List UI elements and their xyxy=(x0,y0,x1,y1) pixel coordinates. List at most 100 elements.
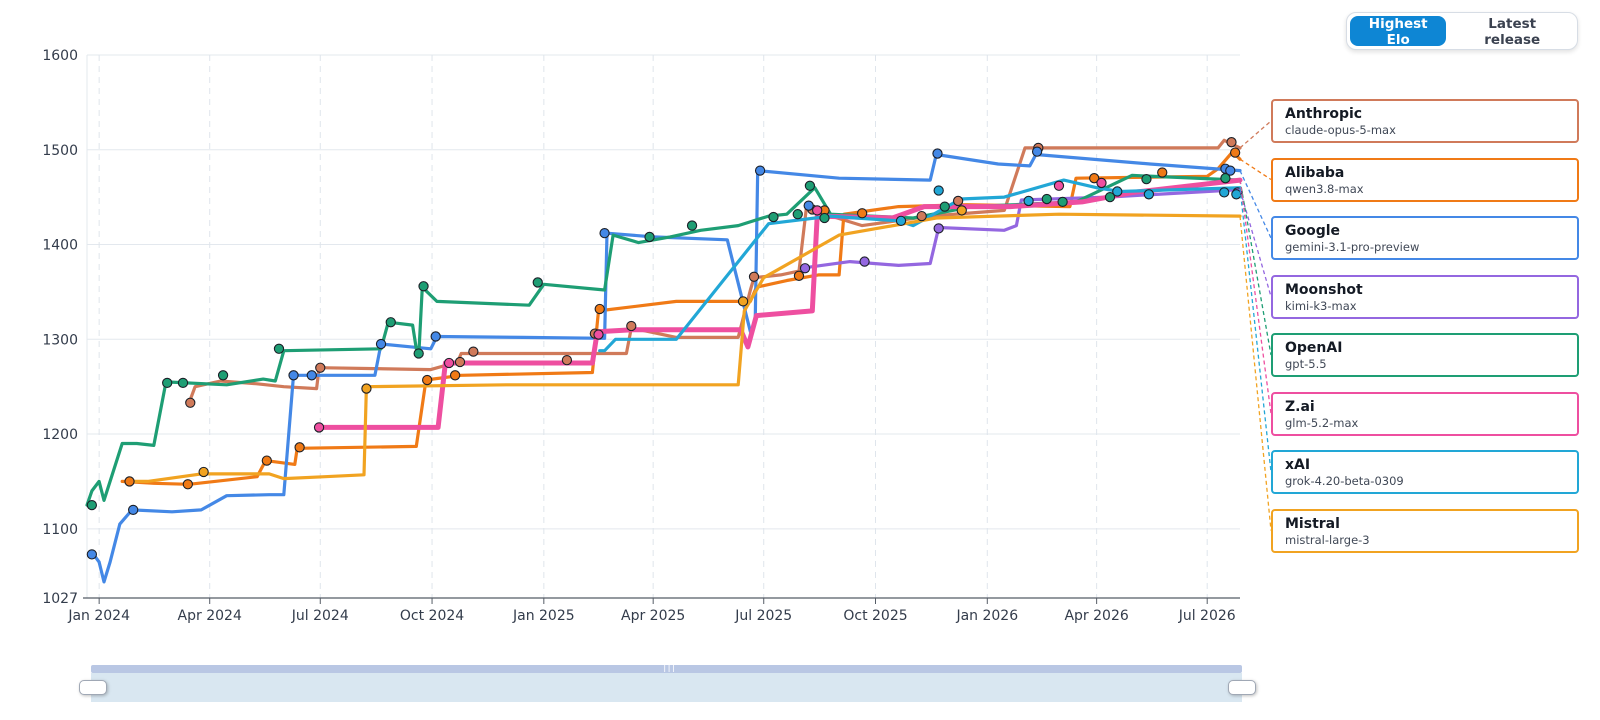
series-marker xyxy=(748,271,760,282)
series-marker xyxy=(315,362,326,373)
series-marker xyxy=(1112,186,1123,197)
x-tick-label: Jan 2026 xyxy=(955,608,1018,624)
series-marker xyxy=(385,317,396,328)
series-line-openai xyxy=(85,173,1242,507)
series-marker xyxy=(177,377,189,389)
series-marker xyxy=(792,209,803,220)
legend-item[interactable]: Google gemini-3.1-pro-preview xyxy=(1271,216,1579,260)
y-tick-label: 1400 xyxy=(42,238,78,254)
series-marker xyxy=(952,195,964,207)
legend-item[interactable]: OpenAI gpt-5.5 xyxy=(1271,333,1579,377)
x-tick-label: Oct 2025 xyxy=(843,608,907,624)
legend-item[interactable]: Z.ai glm-5.2-max xyxy=(1271,391,1579,436)
legend-item[interactable]: Moonshot kimi-k3-max xyxy=(1271,274,1579,319)
legend-item[interactable]: xAI grok-4.20-beta-0309 xyxy=(1271,450,1579,494)
series-marker xyxy=(754,165,766,176)
series-line-mistral xyxy=(126,212,1242,483)
legend-item-name: Moonshot xyxy=(1285,281,1363,298)
latest-release-button[interactable]: Latest release xyxy=(1450,16,1574,48)
series-marker xyxy=(1023,195,1034,207)
series-marker xyxy=(449,370,461,381)
legend-item-name: Google xyxy=(1285,223,1341,239)
series-marker xyxy=(599,228,610,239)
series-marker xyxy=(128,504,139,516)
series-marker xyxy=(1143,189,1155,200)
series-marker xyxy=(1057,196,1068,208)
y-tick-label: 1600 xyxy=(42,48,78,64)
range-slider-bar[interactable] xyxy=(91,665,1242,673)
series-marker xyxy=(86,499,98,511)
legend-item-name: Z.ai xyxy=(1285,398,1315,415)
legend-item-name: Mistral xyxy=(1285,515,1340,532)
series-marker xyxy=(430,331,441,342)
legend-item-name: Anthropic xyxy=(1285,106,1363,122)
chart-axes: 1027 1100 1200 1300 1400 1500 1600 Jan 2024 Apr … xyxy=(42,48,1240,624)
legend-item-model: grok-4.20-beta-0309 xyxy=(1285,474,1404,488)
legend-item[interactable]: Alibaba qwen3.8-max xyxy=(1271,157,1579,202)
y-tick-label: 1027 xyxy=(42,591,78,607)
x-tick-label: Jul 2024 xyxy=(291,608,349,624)
legend-connector xyxy=(1239,120,1272,149)
series-marker xyxy=(932,148,943,159)
highest-elo-button[interactable]: Highest Elo xyxy=(1350,16,1447,48)
legend-connector xyxy=(1239,170,1272,239)
series-marker xyxy=(1053,180,1065,191)
x-tick-label: Oct 2024 xyxy=(400,608,464,624)
legend-item-model: gemini-3.1-pro-preview xyxy=(1285,240,1420,254)
view-toggle: Highest Elo Latest release xyxy=(1346,12,1578,50)
series-marker xyxy=(198,466,209,478)
legend-item-model: mistral-large-3 xyxy=(1285,532,1370,547)
legend-connector xyxy=(1239,179,1272,356)
series-marker xyxy=(422,374,433,386)
series-marker xyxy=(594,303,605,315)
series-marker xyxy=(413,348,424,359)
series-marker xyxy=(895,215,907,226)
range-slider-track[interactable] xyxy=(91,673,1242,702)
legend-connector xyxy=(1239,189,1272,297)
series-marker xyxy=(799,263,811,274)
legend-item[interactable]: Anthropic claude-opus-5-max xyxy=(1271,99,1579,143)
series-marker xyxy=(916,210,927,222)
series-marker xyxy=(1229,147,1241,158)
series-marker xyxy=(162,377,173,389)
series-marker xyxy=(182,479,193,490)
series-marker xyxy=(261,455,272,466)
y-tick-label: 1500 xyxy=(42,143,78,159)
range-slider-grip-icon[interactable]: ||| xyxy=(662,663,676,673)
series-marker xyxy=(1141,173,1152,185)
x-tick-label: Jul 2026 xyxy=(1178,608,1236,624)
x-tick-label: Jan 2025 xyxy=(512,608,575,624)
series-marker xyxy=(768,211,779,223)
x-tick-label: Apr 2024 xyxy=(178,608,242,624)
range-slider-left-handle[interactable] xyxy=(79,680,107,695)
chart-markers xyxy=(86,137,1243,560)
series-marker xyxy=(306,370,317,381)
series-marker xyxy=(804,180,816,191)
series-line-z-ai xyxy=(315,177,1243,430)
series-marker xyxy=(644,231,655,243)
series-marker xyxy=(443,357,455,369)
series-marker xyxy=(956,205,967,216)
series-marker xyxy=(418,281,429,292)
y-tick-label: 1300 xyxy=(42,332,78,348)
range-slider-right-handle[interactable] xyxy=(1228,680,1256,695)
series-marker xyxy=(1219,187,1230,198)
series-marker xyxy=(361,383,372,394)
legend-connector xyxy=(1239,216,1272,531)
series-marker xyxy=(686,220,698,231)
series-marker xyxy=(1041,193,1052,205)
series-marker xyxy=(1157,167,1168,178)
series-marker xyxy=(454,356,466,368)
series-marker xyxy=(819,212,830,224)
legend-item[interactable]: Mistral mistral-large-3 xyxy=(1271,508,1579,553)
legend-item-model: gpt-5.5 xyxy=(1285,357,1327,371)
series-marker xyxy=(803,200,814,211)
legend-connector xyxy=(1239,158,1272,181)
legend-connector xyxy=(1239,187,1272,473)
series-marker xyxy=(86,549,98,560)
legend-item-model: claude-opus-5-max xyxy=(1285,123,1396,137)
series-marker xyxy=(288,370,299,381)
series-marker xyxy=(185,397,196,408)
chart-series xyxy=(85,138,1243,584)
